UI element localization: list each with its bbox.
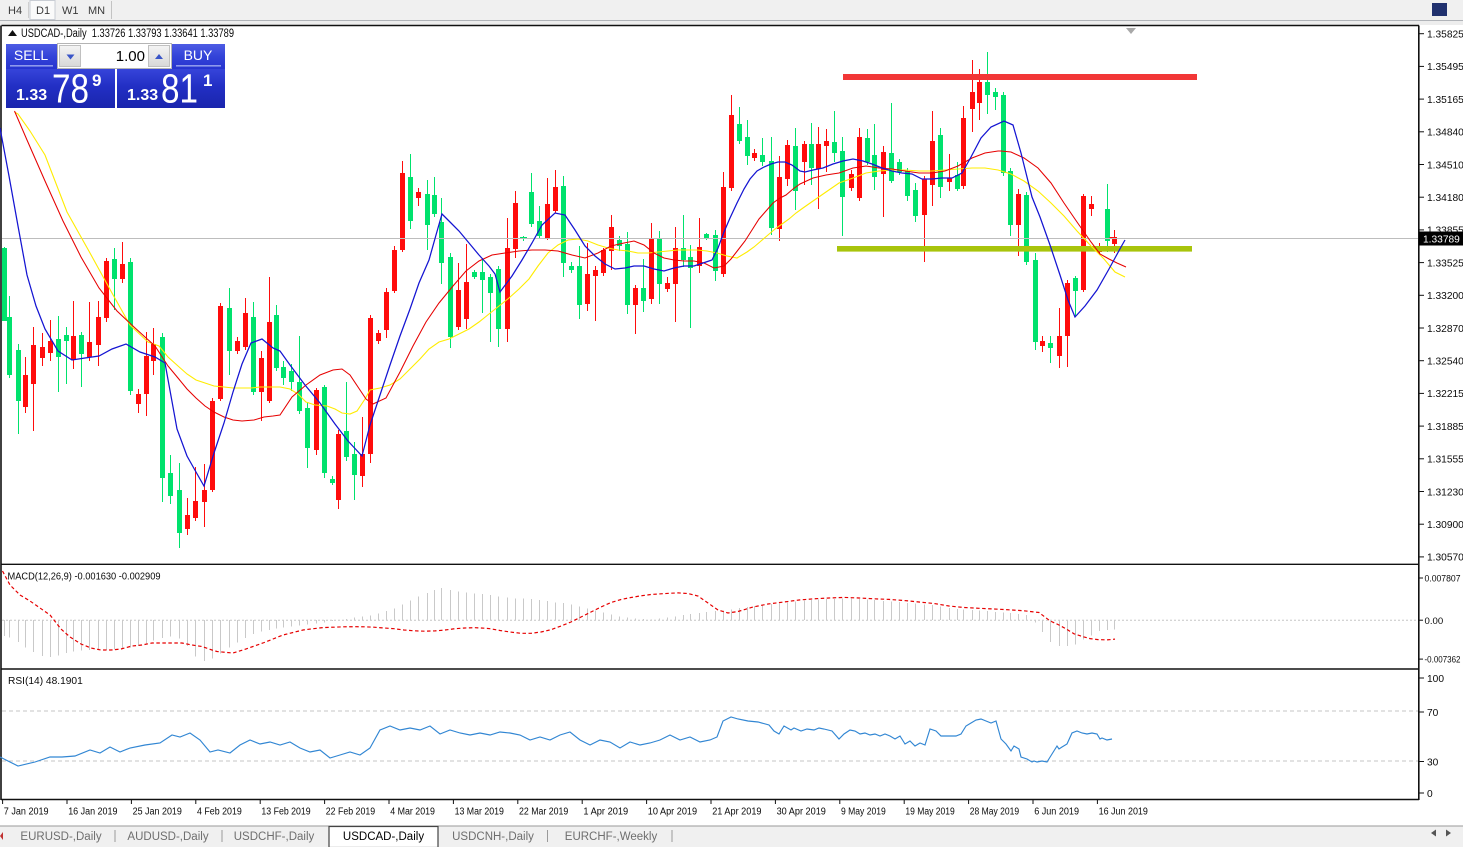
- svg-text:22 Feb 2019: 22 Feb 2019: [326, 807, 376, 818]
- svg-text:13 Mar 2019: 13 Mar 2019: [455, 807, 505, 818]
- svg-text:1.31555: 1.31555: [1427, 455, 1463, 466]
- svg-text:1.00: 1.00: [116, 48, 145, 65]
- svg-text:1.33789: 1.33789: [1423, 234, 1460, 245]
- svg-text:22 Mar 2019: 22 Mar 2019: [519, 807, 569, 818]
- svg-text:19 May 2019: 19 May 2019: [905, 807, 955, 818]
- svg-text:70: 70: [1427, 708, 1439, 719]
- svg-text:1.35495: 1.35495: [1427, 62, 1463, 73]
- svg-text:4 Mar 2019: 4 Mar 2019: [390, 807, 435, 818]
- svg-text:1: 1: [203, 71, 212, 90]
- svg-text:0: 0: [1427, 789, 1433, 800]
- svg-text:78: 78: [52, 66, 89, 112]
- svg-text:1.31885: 1.31885: [1427, 422, 1463, 433]
- svg-text:21 Apr 2019: 21 Apr 2019: [712, 807, 762, 818]
- svg-text:EURUSD-,Daily: EURUSD-,Daily: [20, 831, 101, 843]
- svg-text:1.32870: 1.32870: [1427, 324, 1463, 335]
- svg-text:1.32215: 1.32215: [1427, 389, 1463, 400]
- svg-text:1.32540: 1.32540: [1427, 357, 1463, 368]
- svg-text:1.33200: 1.33200: [1427, 291, 1463, 302]
- svg-text:1.34180: 1.34180: [1427, 193, 1463, 204]
- svg-text:-0.007362: -0.007362: [1425, 655, 1461, 666]
- svg-text:0.007807: 0.007807: [1425, 574, 1461, 585]
- svg-text:81: 81: [161, 66, 198, 112]
- svg-text:BUY: BUY: [184, 47, 213, 63]
- svg-text:10 Apr 2019: 10 Apr 2019: [648, 807, 698, 818]
- svg-text:4 Feb 2019: 4 Feb 2019: [197, 807, 242, 818]
- svg-text:1.35825: 1.35825: [1427, 30, 1463, 41]
- svg-text:1.33855: 1.33855: [1427, 226, 1463, 237]
- svg-text:16 Jun 2019: 16 Jun 2019: [1099, 807, 1149, 818]
- svg-text:6 Jun 2019: 6 Jun 2019: [1034, 807, 1079, 818]
- svg-text:USDCAD-,Daily: USDCAD-,Daily: [343, 831, 424, 843]
- svg-text:9 May 2019: 9 May 2019: [841, 807, 886, 818]
- svg-text:USDCNH-,Daily: USDCNH-,Daily: [452, 831, 534, 843]
- svg-text:H4: H4: [8, 5, 22, 17]
- svg-text:30 Apr 2019: 30 Apr 2019: [777, 807, 827, 818]
- svg-text:30: 30: [1427, 757, 1439, 768]
- svg-text:MN: MN: [88, 5, 105, 17]
- svg-text:1.33: 1.33: [127, 87, 158, 104]
- svg-text:1.34840: 1.34840: [1427, 128, 1463, 139]
- svg-text:9: 9: [92, 71, 101, 90]
- svg-text:16 Jan 2019: 16 Jan 2019: [68, 807, 118, 818]
- svg-text:SELL: SELL: [14, 47, 48, 63]
- svg-text:0.00: 0.00: [1425, 616, 1444, 627]
- svg-text:1.34510: 1.34510: [1427, 160, 1463, 171]
- svg-text:1.31230: 1.31230: [1427, 487, 1463, 498]
- svg-text:USDCHF-,Daily: USDCHF-,Daily: [234, 831, 315, 843]
- svg-text:7 Jan 2019: 7 Jan 2019: [4, 807, 49, 818]
- svg-text:1 Apr 2019: 1 Apr 2019: [583, 807, 628, 818]
- svg-text:EURCHF-,Weekly: EURCHF-,Weekly: [565, 831, 658, 843]
- svg-text:MACD(12,26,9) -0.001630 -0.002: MACD(12,26,9) -0.001630 -0.002909: [8, 571, 161, 583]
- svg-text:AUDUSD-,Daily: AUDUSD-,Daily: [127, 831, 208, 843]
- svg-text:USDCAD-,Daily 1.33726 1.33793: USDCAD-,Daily 1.33726 1.33793 1.33641 1.…: [21, 28, 234, 40]
- svg-text:1.30570: 1.30570: [1427, 553, 1463, 564]
- svg-text:RSI(14) 48.1901: RSI(14) 48.1901: [8, 676, 83, 687]
- svg-text:D1: D1: [36, 5, 50, 17]
- svg-text:1.33: 1.33: [16, 87, 47, 104]
- svg-text:1.33525: 1.33525: [1427, 258, 1463, 269]
- svg-text:W1: W1: [62, 5, 79, 17]
- svg-text:1.35165: 1.35165: [1427, 95, 1463, 106]
- svg-text:25 Jan 2019: 25 Jan 2019: [133, 807, 183, 818]
- svg-text:100: 100: [1427, 674, 1444, 685]
- svg-text:28 May 2019: 28 May 2019: [970, 807, 1020, 818]
- svg-text:1.30900: 1.30900: [1427, 520, 1463, 531]
- svg-text:13 Feb 2019: 13 Feb 2019: [261, 807, 311, 818]
